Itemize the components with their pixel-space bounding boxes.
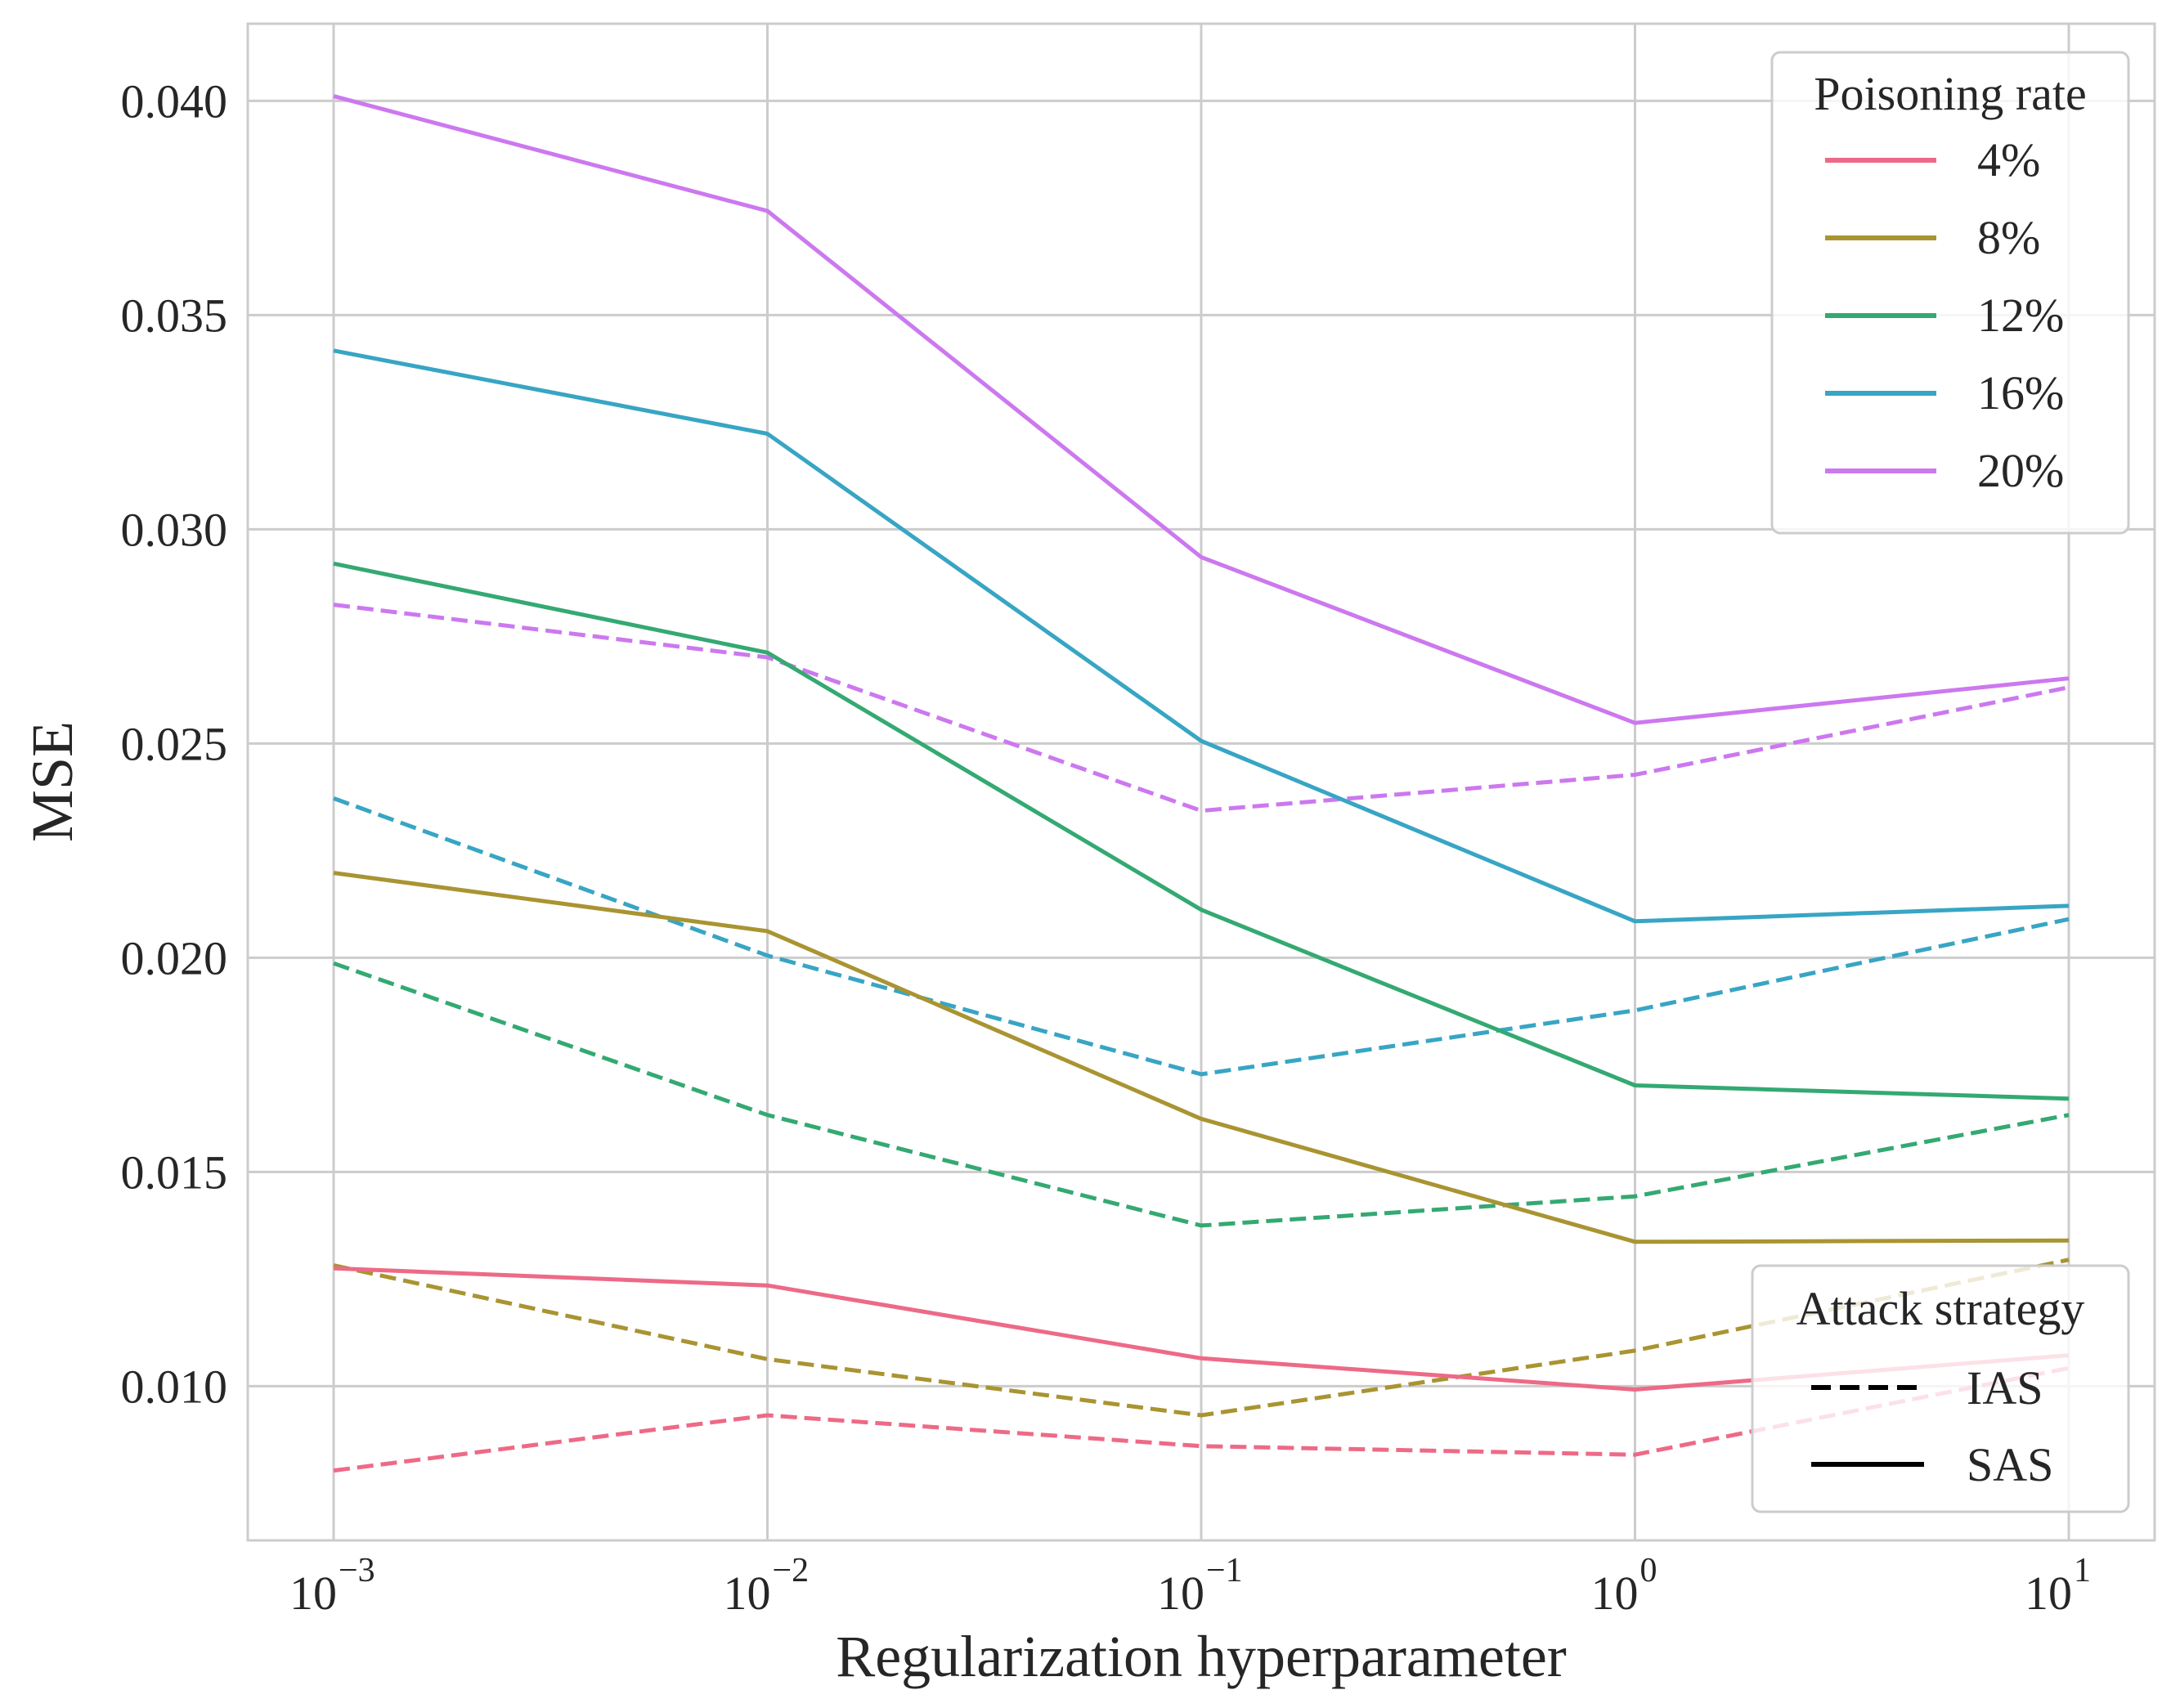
svg-text:1: 1	[2074, 1552, 2091, 1589]
y-axis-ticks: 0.010 0.015 0.020 0.025 0.030 0.035 0.040	[121, 74, 228, 1413]
legend-entry: 20%	[1825, 444, 2064, 497]
series-line-20pct-ias	[333, 603, 2070, 814]
series-line-8pct-ias	[333, 1257, 2070, 1418]
legend-title: Attack strategy	[1796, 1282, 2085, 1335]
svg-text:10: 10	[1157, 1567, 1204, 1620]
legend-label: IAS	[1967, 1361, 2043, 1414]
legend-entry: 12%	[1825, 289, 2064, 342]
y-tick-label: 0.010	[121, 1360, 228, 1413]
plot-area	[246, 22, 2156, 1542]
svg-text:−2: −2	[773, 1552, 810, 1589]
x-tick-label: 10 1	[2025, 1552, 2091, 1620]
legend-entry: IAS	[1811, 1361, 2043, 1414]
legend-frame	[1770, 51, 2130, 535]
x-tick-label: 10 −3	[289, 1552, 375, 1620]
svg-text:10: 10	[1591, 1567, 1639, 1620]
y-tick-label: 0.035	[121, 289, 228, 342]
y-tick-label: 0.040	[121, 74, 228, 128]
legend-label: 12%	[1977, 289, 2064, 342]
series-line-8pct-sas	[333, 871, 2070, 1244]
series-line-12pct-sas	[333, 561, 2070, 1101]
y-tick-label: 0.025	[121, 717, 228, 770]
svg-text:10: 10	[2025, 1567, 2072, 1620]
series-line-12pct-ias	[333, 961, 2070, 1228]
legend-entry: 8%	[1825, 211, 2040, 264]
y-axis-label: MSE	[20, 721, 85, 842]
legend-entry: SAS	[1811, 1438, 2053, 1491]
legend-entry: 16%	[1825, 366, 2064, 419]
y-tick-label: 0.015	[121, 1145, 228, 1199]
svg-text:10: 10	[724, 1567, 771, 1620]
legend-label: SAS	[1967, 1438, 2053, 1491]
x-axis-ticks: 10 −3 10 −2 10 −1 10 0 10 1	[289, 1552, 2091, 1620]
legend-label: 4%	[1977, 133, 2040, 186]
series-line-16pct-sas	[333, 348, 2070, 924]
svg-text:−3: −3	[339, 1552, 375, 1589]
y-tick-label: 0.020	[121, 931, 228, 984]
grid-lines	[248, 24, 2155, 1540]
legend-frame	[1751, 1264, 2130, 1513]
legend-title: Poisoning rate	[1814, 67, 2086, 120]
svg-text:0: 0	[1640, 1552, 1657, 1589]
legend-entry: 4%	[1825, 133, 2040, 186]
legend-attack-strategy: Attack strategy IAS SAS	[1751, 1264, 2130, 1513]
series-line-20pct-sas	[333, 94, 2070, 725]
series-line-16pct-ias	[333, 796, 2070, 1077]
y-tick-label: 0.030	[121, 503, 228, 556]
x-tick-label: 10 −2	[724, 1552, 810, 1620]
legend-poisoning-rate: Poisoning rate 4% 8% 12% 16% 20%	[1770, 51, 2130, 535]
svg-text:−1: −1	[1206, 1552, 1243, 1589]
x-tick-label: 10 0	[1591, 1552, 1657, 1620]
x-tick-label: 10 −1	[1157, 1552, 1243, 1620]
legend-label: 20%	[1977, 444, 2064, 497]
legend-label: 8%	[1977, 211, 2040, 264]
svg-text:10: 10	[289, 1567, 337, 1620]
x-axis-label: Regularization hyperparameter	[836, 1624, 1567, 1689]
legend-label: 16%	[1977, 366, 2064, 419]
